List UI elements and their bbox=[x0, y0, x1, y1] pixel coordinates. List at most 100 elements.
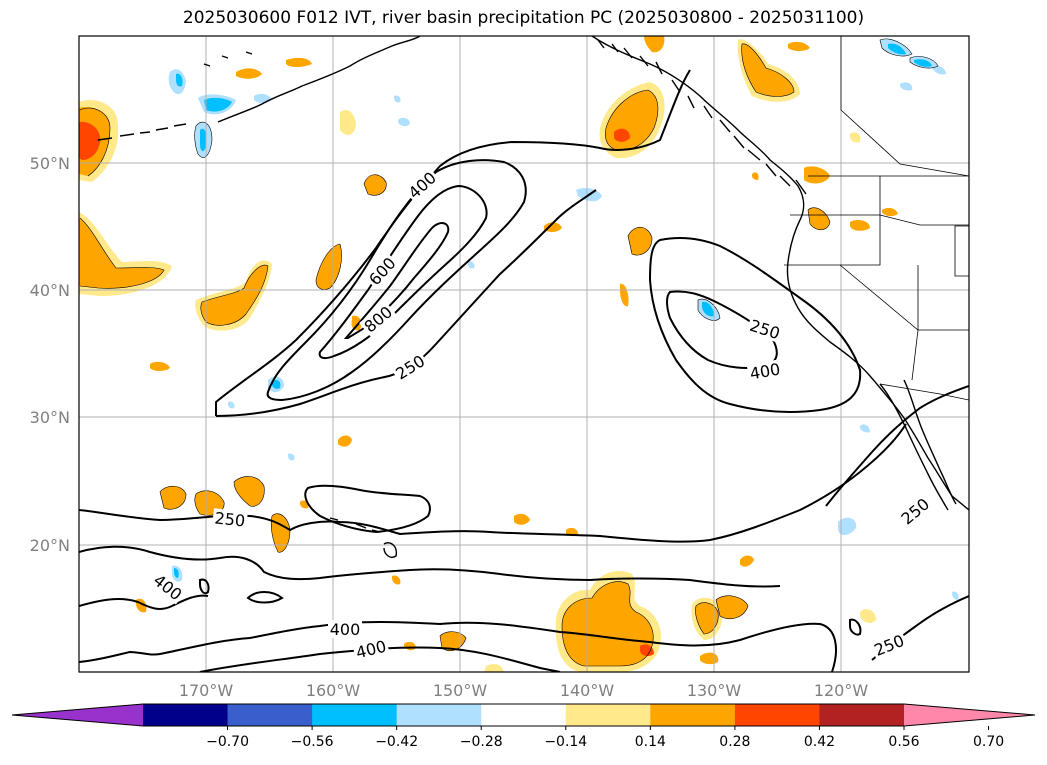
pc-patch bbox=[340, 109, 356, 135]
colorbar-tick-label: −0.28 bbox=[460, 734, 503, 750]
pc-patch bbox=[562, 581, 654, 666]
lat-label: 50°N bbox=[30, 154, 70, 173]
pc-patch bbox=[850, 220, 870, 231]
precip-pc-shading bbox=[79, 36, 959, 672]
aleutian-islands bbox=[97, 36, 421, 141]
pc-patch bbox=[644, 36, 665, 53]
pc-patch bbox=[788, 41, 810, 51]
contour-labels: 400 600 800 250 250 400 250 400 400 400 … bbox=[149, 166, 934, 663]
ivt-contour-400 bbox=[79, 594, 209, 610]
pc-patch bbox=[620, 283, 629, 307]
pc-patch bbox=[404, 641, 416, 651]
ivt-contour-400 bbox=[199, 578, 210, 595]
colorbar-tick-label: 0.28 bbox=[719, 734, 750, 750]
coastlines bbox=[97, 36, 969, 511]
pc-patch bbox=[338, 435, 352, 447]
pc-patch-negative bbox=[272, 380, 281, 389]
colorbar-segment bbox=[143, 704, 229, 726]
colorbar-tick-label: 0.70 bbox=[973, 734, 1004, 750]
pc-patch bbox=[695, 602, 719, 634]
lat-label: 20°N bbox=[30, 536, 70, 555]
pc-patch bbox=[484, 664, 504, 672]
pc-contour-outlines bbox=[79, 38, 939, 667]
pc-patch-negative bbox=[468, 261, 475, 269]
ivt-contour-400 bbox=[266, 159, 527, 402]
pc-patch bbox=[860, 609, 876, 623]
pc-patch-negative bbox=[838, 517, 857, 536]
contour-label: 400 bbox=[354, 637, 388, 663]
pc-patch bbox=[236, 68, 262, 79]
pc-patch bbox=[200, 265, 268, 326]
pc-patch-negative bbox=[914, 59, 932, 67]
colorbar-tick-label: −0.70 bbox=[206, 734, 249, 750]
pc-patch bbox=[804, 166, 830, 184]
pc-patch bbox=[741, 43, 794, 97]
pc-patch bbox=[316, 244, 342, 290]
lon-label: 150°W bbox=[433, 681, 488, 700]
colorbar-tick-label: 0.56 bbox=[888, 734, 919, 750]
lat-axis-labels: 50°N 40°N 30°N 20°N bbox=[30, 154, 70, 555]
pc-patch bbox=[234, 476, 265, 507]
colorbar-tick-label: −0.42 bbox=[375, 734, 418, 750]
pc-patch bbox=[850, 132, 861, 143]
pc-patch bbox=[514, 513, 530, 525]
ivt-contour-600 bbox=[318, 184, 488, 360]
pc-patch bbox=[740, 555, 754, 567]
ivt-contours bbox=[79, 69, 969, 672]
lon-label: 120°W bbox=[814, 681, 869, 700]
colorbar-extend-min bbox=[12, 704, 143, 726]
pc-patch bbox=[628, 227, 652, 256]
lat-label: 30°N bbox=[30, 408, 70, 427]
lon-label: 160°W bbox=[306, 681, 361, 700]
contour-label: 250 bbox=[898, 494, 934, 528]
pc-patch-negative bbox=[702, 301, 714, 317]
ivt-contour-400 bbox=[849, 618, 862, 636]
pc-patch bbox=[271, 513, 290, 553]
pc-patch-negative bbox=[204, 97, 232, 112]
ivt-contour-250 bbox=[648, 237, 862, 413]
baja-california bbox=[903, 379, 957, 505]
colorbar-segment bbox=[396, 704, 482, 726]
pc-patch bbox=[752, 172, 759, 180]
pc-patch-negative bbox=[288, 453, 295, 461]
contour-label: 400 bbox=[330, 620, 361, 639]
contour-label: 250 bbox=[214, 508, 246, 530]
pc-patch bbox=[160, 486, 186, 510]
north-america-coast bbox=[591, 36, 969, 511]
ivt-contour-250 bbox=[79, 545, 781, 588]
state-border bbox=[911, 265, 919, 381]
pc-patch-negative bbox=[176, 73, 183, 87]
contour-label: 250 bbox=[747, 316, 782, 344]
pc-patch-negative bbox=[888, 43, 906, 55]
colorbar-segment bbox=[819, 704, 905, 726]
ivt-contour-250 bbox=[79, 423, 907, 543]
pc-patch bbox=[351, 315, 362, 331]
ivt-contour-250 bbox=[215, 69, 691, 416]
colorbar-segment bbox=[227, 704, 313, 726]
political-borders bbox=[784, 36, 969, 401]
pc-patch bbox=[716, 595, 748, 619]
colorbar-segment bbox=[734, 704, 820, 726]
pc-patch-negative bbox=[174, 568, 179, 578]
pc-patch bbox=[364, 174, 387, 196]
pc-patch-negative bbox=[900, 82, 913, 91]
colorbar-tick-label: −0.56 bbox=[291, 734, 334, 750]
pc-patch bbox=[882, 207, 898, 217]
ivt-contour-250 bbox=[825, 385, 969, 507]
pc-patch bbox=[544, 222, 562, 232]
graticule bbox=[79, 36, 969, 672]
pc-patch bbox=[700, 652, 719, 665]
pc-patch bbox=[640, 644, 654, 657]
pc-patch-negative bbox=[932, 65, 946, 75]
pc-patch bbox=[286, 57, 312, 67]
pc-patch-negative bbox=[398, 117, 410, 127]
lon-label: 170°W bbox=[179, 681, 234, 700]
colorbar-extend-max bbox=[904, 704, 1035, 726]
pc-patch-negative bbox=[200, 128, 207, 152]
pc-patch bbox=[150, 361, 170, 371]
colorbar-tick-label: 0.42 bbox=[804, 734, 835, 750]
pc-patch-negative bbox=[860, 424, 870, 433]
ivt-contour-400 bbox=[246, 591, 284, 604]
colorbar-segment bbox=[565, 704, 651, 726]
